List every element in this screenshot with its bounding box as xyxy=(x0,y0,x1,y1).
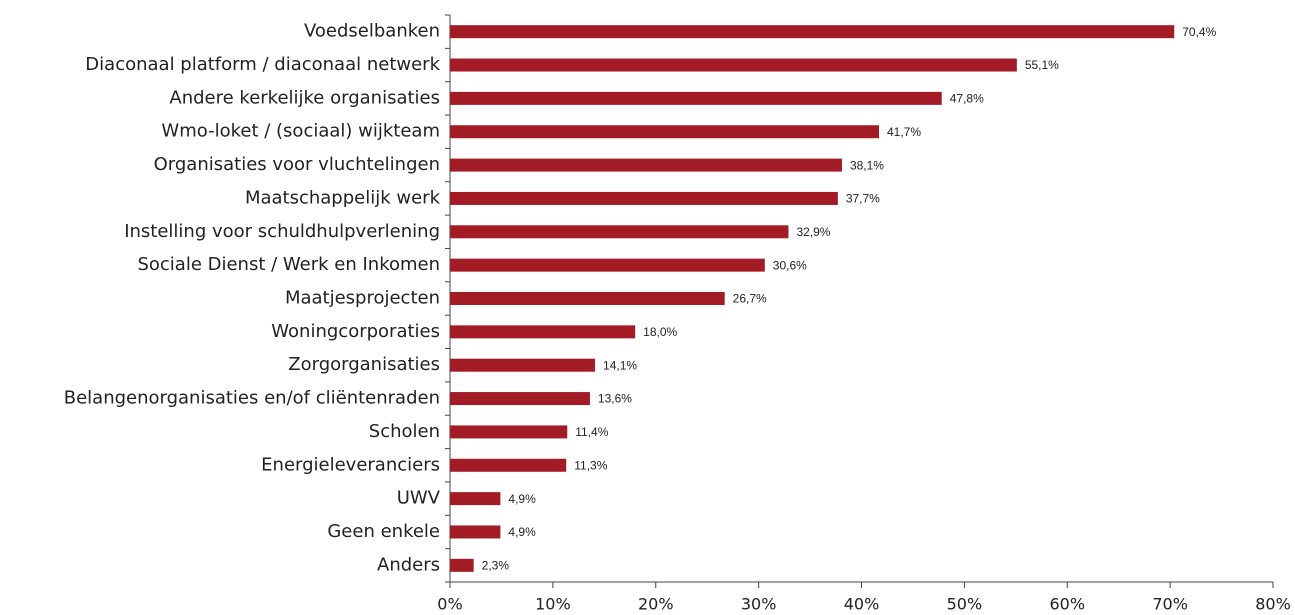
category-label: Diaconaal platform / diaconaal netwerk xyxy=(85,54,440,75)
category-label: Anders xyxy=(377,554,440,575)
x-tick-label: 0% xyxy=(437,595,462,614)
value-label: 47,8% xyxy=(950,92,984,106)
value-label: 38,1% xyxy=(850,158,884,172)
value-label: 4,9% xyxy=(508,525,536,539)
category-label: Woningcorporaties xyxy=(271,321,440,342)
category-label: Geen enkele xyxy=(327,521,440,542)
x-tick-label: 50% xyxy=(947,595,983,614)
category-label: Instelling voor schuldhulpverlening xyxy=(124,221,440,242)
bar xyxy=(450,425,568,439)
bar xyxy=(450,191,838,205)
value-label: 14,1% xyxy=(603,358,637,372)
category-label: Maatschappelijk werk xyxy=(245,187,441,208)
category-label: Voedselbanken xyxy=(304,21,440,42)
x-tick-label: 60% xyxy=(1049,595,1085,614)
value-label: 13,6% xyxy=(598,392,632,406)
value-label: 55,1% xyxy=(1025,58,1059,72)
category-label: Wmo-loket / (sociaal) wijkteam xyxy=(161,121,440,142)
bar xyxy=(450,358,596,372)
value-label: 4,9% xyxy=(508,492,536,506)
x-tick-label: 40% xyxy=(844,595,880,614)
bar xyxy=(450,58,1017,72)
bar xyxy=(450,325,636,339)
x-tick-label: 70% xyxy=(1152,595,1188,614)
bar xyxy=(450,525,501,539)
bar xyxy=(450,158,842,172)
x-tick-label: 80% xyxy=(1255,595,1291,614)
category-label: Maatjesprojecten xyxy=(285,288,440,309)
bar xyxy=(450,458,567,472)
value-label: 11,3% xyxy=(574,458,607,472)
value-label: 11,4% xyxy=(575,425,608,439)
bar xyxy=(450,492,501,506)
category-label: Organisaties voor vluchtelingen xyxy=(154,154,440,175)
category-label: Sociale Dienst / Werk en Inkomen xyxy=(137,254,440,275)
category-label: UWV xyxy=(397,488,441,509)
category-label: Energieleveranciers xyxy=(261,454,440,475)
value-label: 70,4% xyxy=(1182,25,1216,39)
x-tick-label: 30% xyxy=(741,595,777,614)
category-label: Zorgorganisaties xyxy=(288,354,440,375)
value-label: 26,7% xyxy=(733,292,767,306)
value-label: 2,3% xyxy=(482,558,510,572)
bar xyxy=(450,25,1175,39)
category-label: Andere kerkelijke organisaties xyxy=(169,87,440,108)
value-label: 30,6% xyxy=(773,258,807,272)
bar xyxy=(450,392,590,406)
bar xyxy=(450,258,765,272)
bar xyxy=(450,125,879,139)
bar xyxy=(450,225,789,239)
bar xyxy=(450,292,725,305)
value-label: 18,0% xyxy=(643,325,677,339)
bar xyxy=(450,558,474,572)
category-label: Scholen xyxy=(369,421,440,442)
x-tick-label: 10% xyxy=(535,595,571,614)
value-label: 41,7% xyxy=(887,125,921,139)
category-label: Belangenorganisaties en/of cliëntenraden xyxy=(64,388,440,409)
bar xyxy=(450,91,942,105)
value-label: 32,9% xyxy=(796,225,830,239)
x-tick-label: 20% xyxy=(638,595,674,614)
value-label: 37,7% xyxy=(846,192,880,206)
